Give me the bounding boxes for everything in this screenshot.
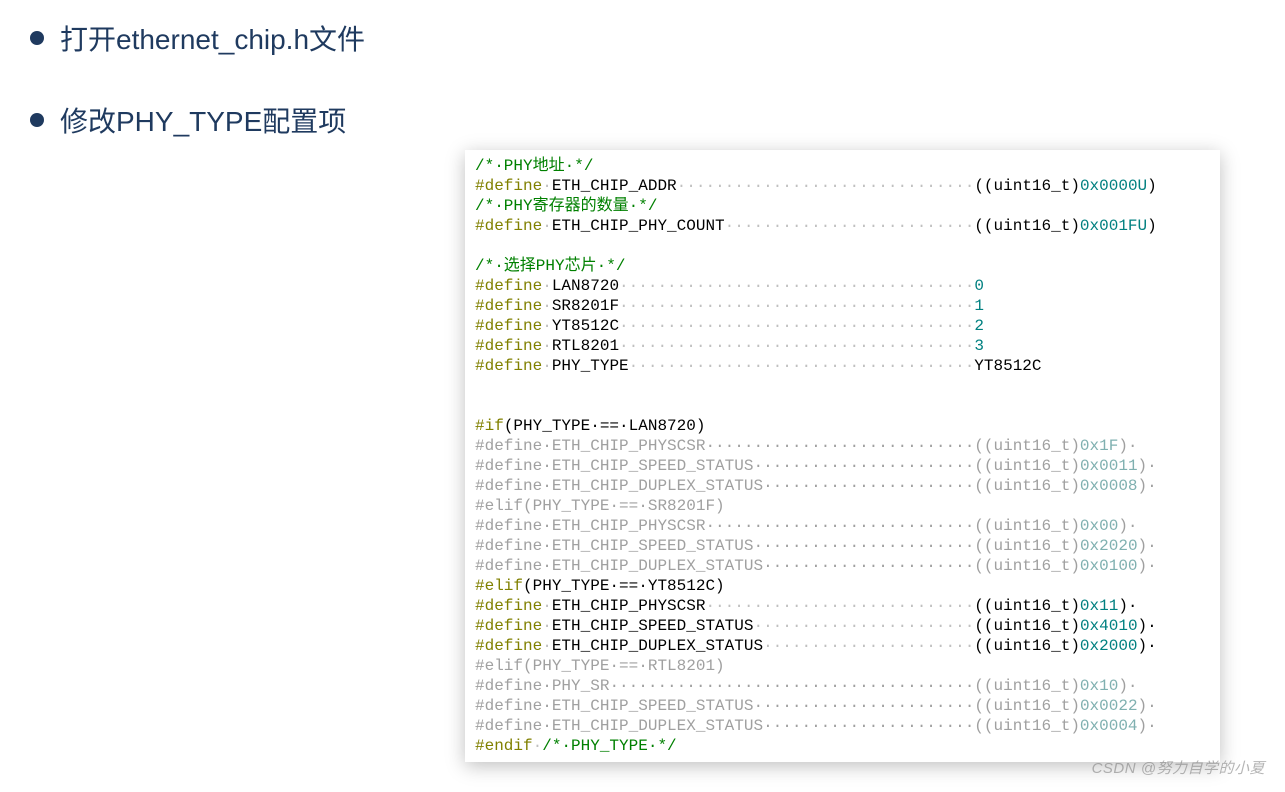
code-snippet: /*·PHY地址·*/#define·ETH_CHIP_ADDR········… bbox=[465, 150, 1220, 762]
code-line: #define·ETH_CHIP_DUPLEX_STATUS··········… bbox=[475, 556, 1210, 576]
code-line: /*·PHY寄存器的数量·*/ bbox=[475, 196, 1210, 216]
code-line: /*·选择PHY芯片·*/ bbox=[475, 256, 1210, 276]
code-line: #define·ETH_CHIP_DUPLEX_STATUS··········… bbox=[475, 716, 1210, 736]
bullet-list: 打开ethernet_chip.h文件 修改PHY_TYPE配置项 bbox=[0, 0, 1285, 140]
code-line: #define·ETH_CHIP_PHYSCSR················… bbox=[475, 516, 1210, 536]
code-line bbox=[475, 396, 1210, 416]
code-line: #define·ETH_CHIP_ADDR···················… bbox=[475, 176, 1210, 196]
code-line: #define·YT8512C·························… bbox=[475, 316, 1210, 336]
code-line: #define·SR8201F·························… bbox=[475, 296, 1210, 316]
code-line: #define·ETH_CHIP_DUPLEX_STATUS··········… bbox=[475, 636, 1210, 656]
bullet-dot-icon bbox=[30, 113, 44, 127]
code-line: #define·ETH_CHIP_PHYSCSR················… bbox=[475, 596, 1210, 616]
code-line bbox=[475, 376, 1210, 396]
code-line: #elif(PHY_TYPE·==·YT8512C) bbox=[475, 576, 1210, 596]
code-line: #define·LAN8720·························… bbox=[475, 276, 1210, 296]
code-line: /*·PHY地址·*/ bbox=[475, 156, 1210, 176]
code-line: #define·PHY_TYPE························… bbox=[475, 356, 1210, 376]
bullet-item: 打开ethernet_chip.h文件 bbox=[30, 18, 1285, 58]
bullet-text: 修改PHY_TYPE配置项 bbox=[60, 100, 346, 140]
code-line: #define·ETH_CHIP_SPEED_STATUS···········… bbox=[475, 616, 1210, 636]
watermark-text: CSDN @努力自学的小夏 bbox=[1092, 757, 1265, 778]
code-line: #define·ETH_CHIP_DUPLEX_STATUS··········… bbox=[475, 476, 1210, 496]
code-line: #define·ETH_CHIP_SPEED_STATUS···········… bbox=[475, 536, 1210, 556]
code-line: #elif(PHY_TYPE·==·SR8201F) bbox=[475, 496, 1210, 516]
code-line bbox=[475, 236, 1210, 256]
code-line: #if(PHY_TYPE·==·LAN8720) bbox=[475, 416, 1210, 436]
bullet-item: 修改PHY_TYPE配置项 bbox=[30, 100, 1285, 140]
code-line: #define·ETH_CHIP_SPEED_STATUS···········… bbox=[475, 456, 1210, 476]
code-line: #endif·/*·PHY_TYPE·*/ bbox=[475, 736, 1210, 756]
code-line: #elif(PHY_TYPE·==·RTL8201) bbox=[475, 656, 1210, 676]
bullet-text: 打开ethernet_chip.h文件 bbox=[60, 18, 365, 58]
code-line: #define·ETH_CHIP_SPEED_STATUS···········… bbox=[475, 696, 1210, 716]
code-line: #define·RTL8201·························… bbox=[475, 336, 1210, 356]
code-line: #define·PHY_SR··························… bbox=[475, 676, 1210, 696]
code-line: #define·ETH_CHIP_PHYSCSR················… bbox=[475, 436, 1210, 456]
code-line: #define·ETH_CHIP_PHY_COUNT··············… bbox=[475, 216, 1210, 236]
bullet-dot-icon bbox=[30, 31, 44, 45]
